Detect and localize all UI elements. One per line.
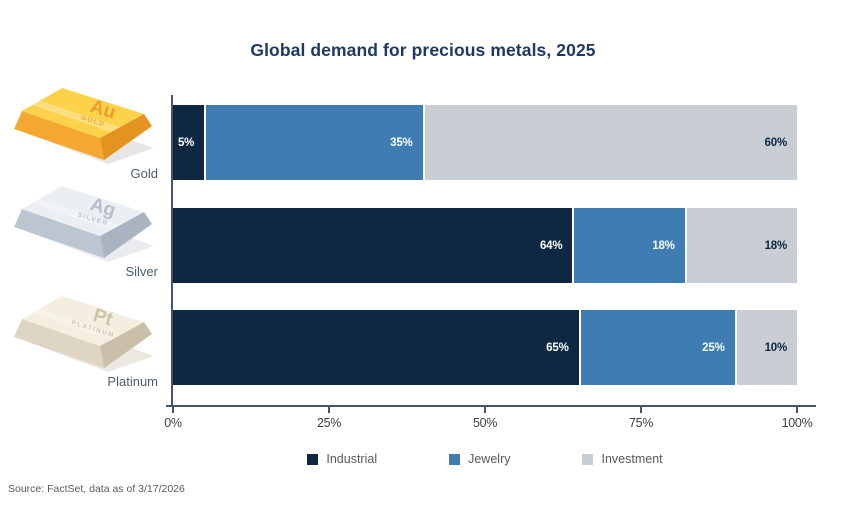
legend-item-industrial: Industrial <box>307 452 377 466</box>
silver-ingot-icon: Ag SILVER <box>14 186 154 262</box>
bar-segment-jewelry: 35% <box>204 105 423 180</box>
bar-segment-industrial: 5% <box>173 105 205 180</box>
x-axis-tick <box>484 407 486 413</box>
metal-cell-gold: Au GOLD Gold <box>14 84 164 181</box>
legend-swatch-icon <box>582 453 594 465</box>
bar-segment-value-label: 64% <box>539 239 563 252</box>
legend-label: Investment <box>601 452 663 466</box>
x-axis-tick <box>796 407 798 413</box>
metal-cell-platinum: Pt PLATINUM Platinum <box>14 292 164 389</box>
bar-segment-investment: 18% <box>684 208 797 283</box>
bar-segment-investment: 60% <box>422 105 797 180</box>
bar-segment-jewelry: 18% <box>572 208 685 283</box>
legend: Industrial Jewelry Investment <box>173 452 797 466</box>
x-axis-tick <box>172 407 174 413</box>
legend-item-investment: Investment <box>582 452 663 466</box>
bar-segment-investment: 10% <box>734 310 797 385</box>
bar-row-silver: 64% 18% 18% <box>173 208 797 283</box>
legend-swatch-icon <box>307 453 319 465</box>
legend-label: Jewelry <box>468 452 511 466</box>
bar-segment-industrial: 65% <box>173 310 579 385</box>
plot-area: 5% 35% 60% 64% 18% 18% 65% 25% 10% <box>173 97 797 405</box>
metal-label: Silver <box>125 264 158 279</box>
x-axis-tick-label: 0% <box>164 416 182 430</box>
bar-segment-value-label: 65% <box>546 341 569 354</box>
y-axis-line <box>171 95 173 406</box>
metal-label: Platinum <box>107 374 158 389</box>
page-title: Global demand for precious metals, 2025 <box>250 40 596 60</box>
x-axis-tick-label: 75% <box>628 416 654 430</box>
bar-segment-value-label: 35% <box>390 136 413 149</box>
bar-segment-value-label: 5% <box>177 136 195 149</box>
x-axis-tick <box>640 407 642 413</box>
gold-ingot-icon: Au GOLD <box>14 88 154 164</box>
legend-swatch-icon <box>449 453 461 465</box>
source-note: Source: FactSet, data as of 3/17/2026 <box>8 483 185 495</box>
bar-segment-value-label: 25% <box>702 341 725 354</box>
legend-label: Industrial <box>326 452 378 466</box>
bar-segment-jewelry: 25% <box>578 310 735 385</box>
bar-segment-value-label: 10% <box>764 341 788 354</box>
bar-segment-value-label: 60% <box>764 136 788 149</box>
metal-label: Gold <box>130 166 158 181</box>
metal-cell-silver: Ag SILVER Silver <box>14 182 164 279</box>
x-axis-tick <box>328 407 330 413</box>
bar-row-gold: 5% 35% 60% <box>173 105 797 180</box>
bar-segment-industrial: 64% <box>173 208 573 283</box>
bar-row-platinum: 65% 25% 10% <box>173 310 797 385</box>
x-axis-tick-label: 50% <box>472 416 498 430</box>
bar-segment-value-label: 18% <box>764 239 788 252</box>
x-axis: 0% 25% 50% 75% 100% <box>164 405 813 439</box>
x-axis-tick-label: 100% <box>781 416 813 430</box>
bar-segment-value-label: 18% <box>652 239 675 252</box>
x-axis-line <box>166 405 816 407</box>
legend-item-jewelry: Jewelry <box>449 452 510 466</box>
x-axis-tick-label: 25% <box>316 416 342 430</box>
platinum-ingot-icon: Pt PLATINUM <box>14 296 154 372</box>
